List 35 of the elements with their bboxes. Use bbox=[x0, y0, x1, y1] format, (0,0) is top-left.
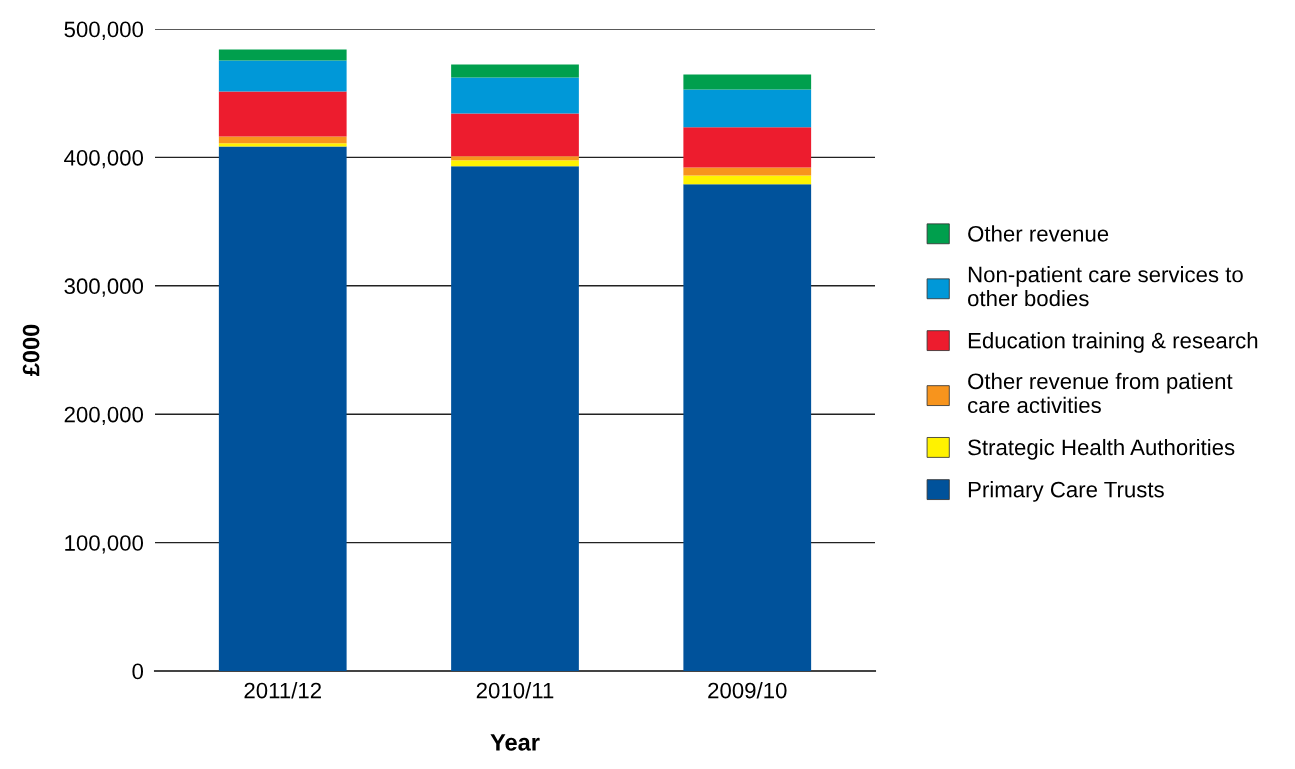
x-tick-label: 2010/11 bbox=[476, 682, 554, 699]
legend-label: Other revenue from patient care activities bbox=[968, 372, 1233, 414]
legend-label: Education training & research bbox=[968, 332, 1258, 353]
bar bbox=[218, 143, 347, 147]
bar bbox=[451, 166, 579, 671]
bar bbox=[218, 60, 347, 92]
bar bbox=[218, 91, 347, 137]
y-axis-title: £000 bbox=[22, 324, 40, 377]
bar bbox=[218, 146, 347, 671]
legend-label: Strategic Health Authorities bbox=[968, 438, 1235, 460]
legend-label: Other revenue bbox=[968, 225, 1109, 242]
bar bbox=[451, 160, 579, 167]
legend-label: Primary Care Trusts bbox=[968, 481, 1164, 502]
x-tick-label: 2011/12 bbox=[244, 682, 321, 699]
bar bbox=[683, 127, 812, 168]
bar bbox=[451, 156, 579, 161]
y-tick-label: 200,000 bbox=[64, 406, 144, 426]
bar bbox=[683, 89, 812, 128]
legend-label: Non-patient care services to other bodies bbox=[968, 266, 1243, 307]
y-tick-label: 400,000 bbox=[64, 149, 144, 169]
x-tick-label: 2009/10 bbox=[708, 682, 787, 699]
bar bbox=[451, 113, 579, 157]
bar bbox=[218, 49, 347, 61]
bar bbox=[451, 64, 579, 78]
x-axis-title: Year bbox=[490, 734, 540, 751]
y-tick-label: 100,000 bbox=[65, 535, 144, 554]
y-tick-label: 500,000 bbox=[64, 21, 144, 40]
bar bbox=[683, 74, 812, 90]
bar bbox=[683, 167, 812, 176]
y-tick-label: 300,000 bbox=[64, 278, 144, 297]
bar bbox=[451, 77, 579, 114]
bar bbox=[683, 175, 812, 185]
bar bbox=[683, 184, 812, 671]
y-tick-label: 0 bbox=[132, 663, 144, 680]
bar bbox=[218, 136, 347, 144]
